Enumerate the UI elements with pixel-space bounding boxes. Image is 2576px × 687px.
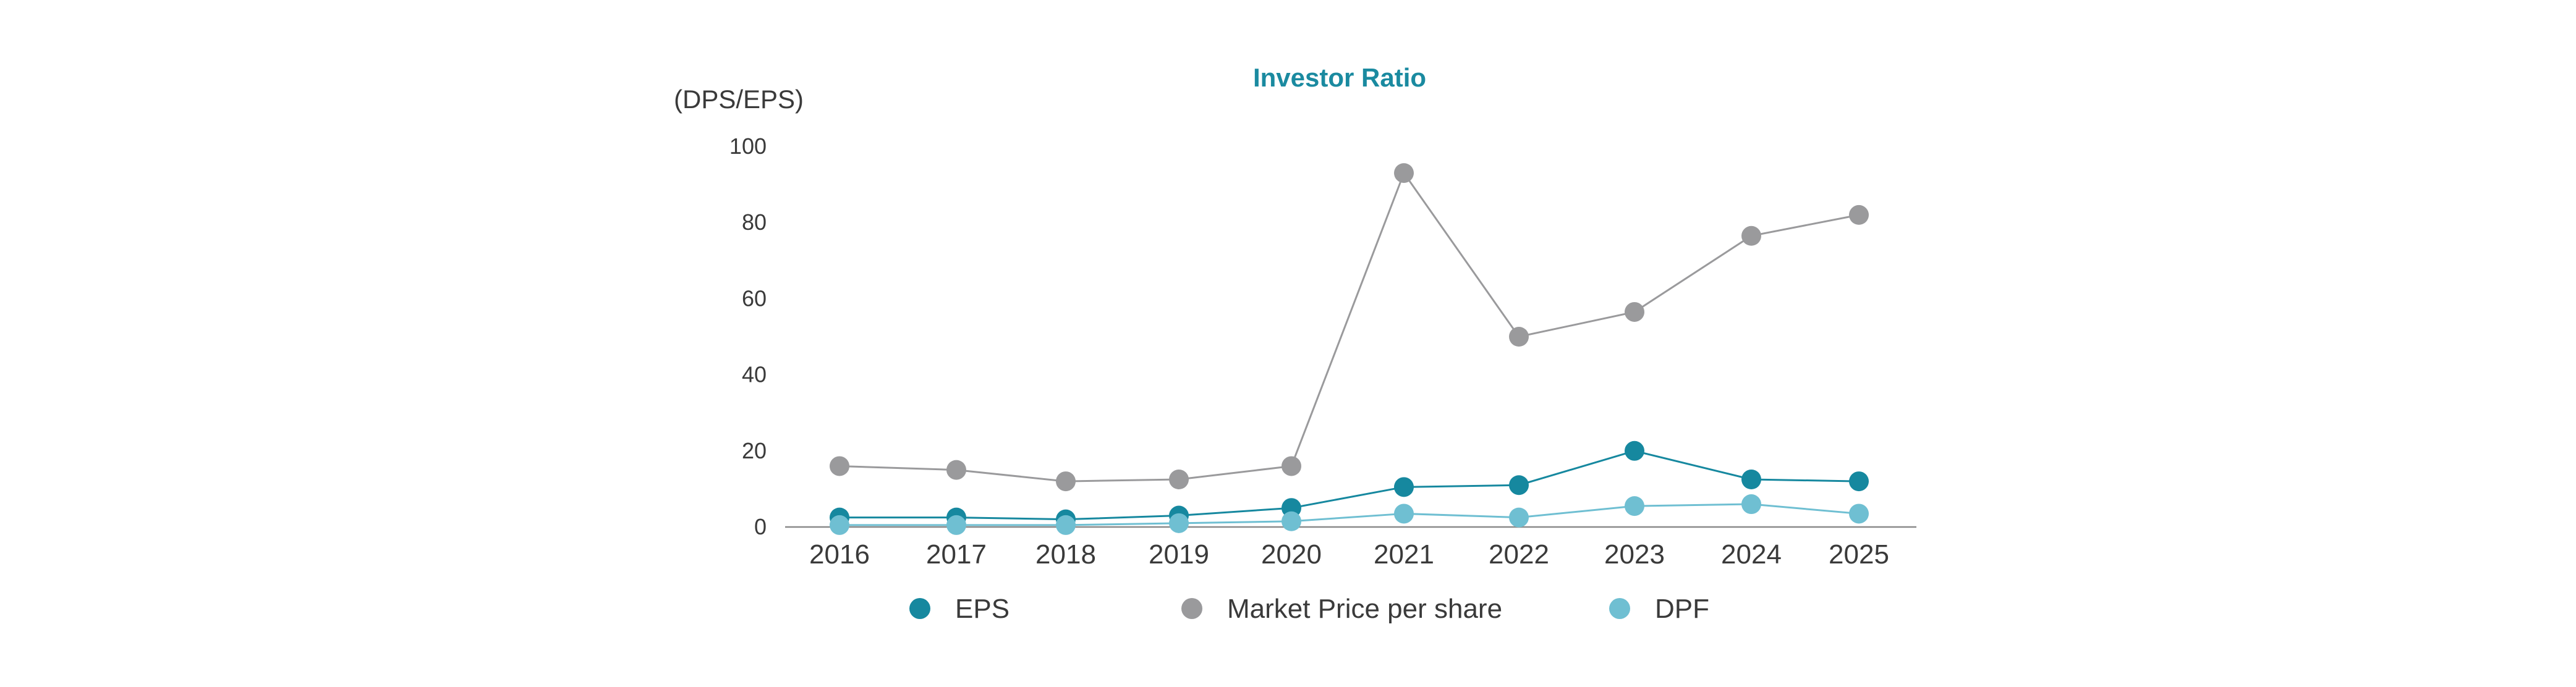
data-point	[1741, 470, 1761, 489]
series-2	[830, 494, 1869, 535]
legend-marker	[909, 598, 930, 619]
data-point	[1509, 475, 1529, 495]
y-tick-label: 100	[729, 133, 767, 159]
data-point	[830, 456, 849, 476]
legend-label: Market Price per share	[1227, 594, 1502, 624]
data-point	[1849, 471, 1869, 492]
data-point	[1169, 470, 1189, 489]
series-line	[839, 171, 1860, 483]
x-tick-label: 2017	[926, 539, 987, 570]
data-point	[1056, 515, 1076, 535]
data-point	[1282, 511, 1301, 531]
y-axis-ticks: 0 20 40 60 80 100	[729, 133, 767, 539]
y-tick-label: 80	[742, 209, 767, 235]
data-point	[1741, 225, 1761, 246]
y-unit-label: (DPS/EPS)	[674, 85, 804, 114]
data-point	[1849, 204, 1869, 225]
x-tick-label: 2024	[1721, 539, 1782, 570]
series-line	[840, 503, 1860, 526]
x-tick-label: 2021	[1374, 539, 1434, 570]
data-point	[1394, 504, 1414, 524]
x-tick-label: 2020	[1261, 539, 1322, 570]
series-0	[830, 440, 1869, 529]
x-axis-ticks: 2016 2017 2018 2019 2020 2021 2022 2023 2024 2025	[809, 539, 1889, 570]
legend-marker	[1181, 598, 1202, 619]
chart-title: Investor Ratio	[1253, 63, 1426, 92]
legend-marker	[1609, 598, 1630, 619]
data-point	[946, 460, 966, 480]
data-point	[1741, 494, 1761, 515]
legend-label: EPS	[955, 594, 1010, 624]
series-layer	[830, 163, 1869, 535]
legend-label: DPF	[1655, 594, 1709, 624]
y-tick-label: 20	[742, 438, 767, 463]
data-point	[1394, 477, 1414, 497]
data-point	[1509, 507, 1529, 528]
y-tick-label: 60	[742, 285, 767, 311]
legend: EPS Market Price per share DPF	[909, 594, 1709, 624]
x-tick-label: 2023	[1604, 539, 1665, 570]
data-point	[1625, 301, 1644, 322]
series-line	[840, 450, 1860, 521]
data-point	[1169, 513, 1189, 533]
data-point	[1625, 440, 1644, 461]
data-point	[1849, 504, 1869, 524]
x-tick-label: 2022	[1489, 539, 1549, 570]
series-1	[830, 163, 1869, 492]
data-point	[1509, 327, 1529, 347]
data-point	[1625, 496, 1644, 516]
x-tick-label: 2019	[1149, 539, 1209, 570]
data-point	[1282, 456, 1301, 476]
x-tick-label: 2025	[1829, 539, 1889, 570]
data-point	[1394, 163, 1414, 183]
data-point	[1056, 471, 1076, 492]
data-point	[946, 515, 966, 535]
data-point	[830, 515, 849, 535]
x-tick-label: 2018	[1035, 539, 1096, 570]
y-tick-label: 0	[754, 514, 767, 539]
x-tick-label: 2016	[809, 539, 870, 570]
y-tick-label: 40	[742, 362, 767, 387]
